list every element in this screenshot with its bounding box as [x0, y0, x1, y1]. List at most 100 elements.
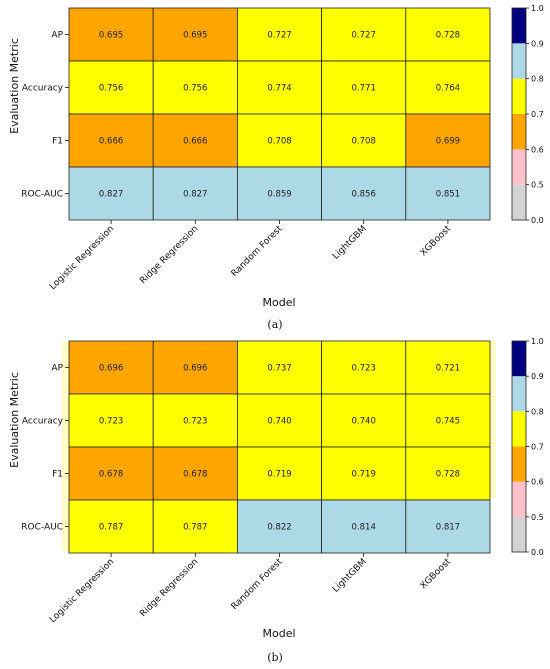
- heatmap-cell: [152, 393, 238, 448]
- x-tick-label: LightGBM: [331, 557, 369, 595]
- cell-value-label: 0.727: [267, 31, 291, 41]
- cell-value-label: 0.666: [183, 137, 207, 147]
- cell-value-label: 0.774: [267, 84, 291, 94]
- colorbar-tick-label: 0.9: [531, 39, 544, 48]
- cell-value-label: 0.708: [267, 137, 291, 147]
- cell-value-label: 0.723: [99, 417, 123, 427]
- x-tick-label: Ridge Regression: [138, 557, 200, 619]
- heatmap-panel-b: 0.696 0.696 0.737 0.723 0.721 0.723 0.723 0.740…: [8, 337, 544, 664]
- colorbar-tick-label: 0.6: [531, 478, 544, 487]
- heatmap-cell: [152, 166, 238, 221]
- heatmap-cell: [68, 393, 154, 448]
- x-tick-label: Random Forest: [230, 557, 285, 612]
- heatmap-cell: [405, 499, 491, 554]
- colorbar-segment: [512, 78, 526, 114]
- cell-value-label: 0.817: [436, 523, 460, 533]
- colorbar-tick-label: 0.6: [531, 145, 544, 154]
- cell-value-label: 0.764: [436, 84, 460, 94]
- x-axis-label: Model: [262, 627, 295, 640]
- colorbar-tick-label: 0.0: [531, 216, 544, 225]
- heatmap-cell: [321, 393, 407, 448]
- cell-value-label: 0.771: [352, 84, 376, 94]
- colorbar-segment: [512, 8, 526, 44]
- cell-value-label: 0.695: [99, 31, 123, 41]
- y-tick-labels: AP Accuracy F1 ROC-AUC: [21, 364, 69, 533]
- colorbar-segment: [512, 376, 526, 412]
- cell-value-label: 0.814: [352, 523, 376, 533]
- colorbar-segment: [512, 149, 526, 185]
- heatmap-cell: [321, 499, 407, 554]
- cell-value-label: 0.678: [99, 470, 123, 480]
- x-axis-label: Model: [262, 296, 295, 309]
- x-tick-label: Logistic Regression: [48, 224, 116, 292]
- x-tick-label: Random Forest: [230, 224, 285, 279]
- heatmap-cell: [321, 340, 407, 395]
- y-tick-label: ROC-AUC: [21, 190, 63, 200]
- colorbar-tick-label: 1.0: [531, 337, 544, 346]
- y-tick-labels: AP Accuracy F1 ROC-AUC: [21, 31, 69, 200]
- colorbar: 0.0 0.5 0.6 0.7 0.8 0.9 1.0: [511, 4, 544, 225]
- heatmap-cell: [405, 446, 491, 501]
- cell-value-label: 0.696: [183, 364, 207, 374]
- cell-value-label: 0.723: [352, 364, 376, 374]
- y-tick-label: Accuracy: [22, 84, 64, 94]
- cell-value-label: 0.678: [183, 470, 207, 480]
- heatmap-cell: [236, 166, 322, 221]
- colorbar-segment: [512, 516, 526, 552]
- y-tick-label: ROC-AUC: [21, 523, 63, 533]
- colorbar-tick-label: 0.0: [531, 548, 544, 557]
- colorbar-segment: [512, 43, 526, 79]
- panel-label: (a): [267, 318, 282, 331]
- heatmap-cell: [152, 499, 238, 554]
- y-tick-label: F1: [52, 137, 63, 147]
- heatmap-cell: [405, 113, 491, 168]
- colorbar-tick-label: 0.9: [531, 372, 544, 381]
- cell-value-label: 0.827: [183, 190, 207, 200]
- cell-value-label: 0.859: [267, 190, 291, 200]
- cell-value-label: 0.851: [436, 190, 460, 200]
- heatmap-cells: 0.695 0.695 0.727 0.727 0.728 0.756 0.756 0.774…: [68, 7, 491, 221]
- y-axis-label: Evaluation Metric: [8, 372, 21, 468]
- cell-value-label: 0.719: [352, 470, 376, 480]
- heatmap-cells: 0.696 0.696 0.737 0.723 0.721 0.723 0.723 0.740…: [68, 340, 491, 554]
- colorbar-segment: [512, 114, 526, 150]
- cell-value-label: 0.699: [436, 137, 460, 147]
- cell-value-label: 0.737: [267, 364, 291, 374]
- heatmap-cell: [152, 446, 238, 501]
- colorbar-tick-label: 0.8: [531, 75, 544, 84]
- colorbar-segment: [512, 481, 526, 517]
- x-tick-label: XGBoost: [419, 224, 454, 259]
- x-tick-label: Ridge Regression: [138, 224, 200, 286]
- y-tick-label: AP: [51, 364, 63, 374]
- cell-value-label: 0.827: [99, 190, 123, 200]
- cell-value-label: 0.756: [183, 84, 207, 94]
- cell-value-label: 0.822: [267, 523, 291, 533]
- colorbar-tick-label: 0.8: [531, 407, 544, 416]
- cell-value-label: 0.740: [352, 417, 376, 427]
- x-tick-label: Logistic Regression: [48, 557, 116, 625]
- heatmap-cell: [236, 60, 322, 115]
- cell-value-label: 0.695: [183, 31, 207, 41]
- heatmap-cell: [236, 446, 322, 501]
- cell-value-label: 0.708: [352, 137, 376, 147]
- y-tick-label: Accuracy: [22, 417, 64, 427]
- cell-value-label: 0.727: [352, 31, 376, 41]
- heatmap-cell: [152, 7, 238, 62]
- y-tick-label: AP: [51, 31, 63, 41]
- cell-value-label: 0.666: [99, 137, 123, 147]
- heatmap-cell: [321, 7, 407, 62]
- colorbar-segment: [512, 184, 526, 220]
- x-tick-label: XGBoost: [419, 557, 454, 592]
- y-tick-label: F1: [52, 470, 63, 480]
- colorbar-segment: [512, 411, 526, 447]
- heatmap-cell: [321, 166, 407, 221]
- colorbar-tick-label: 0.7: [531, 110, 544, 119]
- heatmap-cell: [405, 166, 491, 221]
- colorbar-segment: [512, 341, 526, 377]
- cell-value-label: 0.721: [436, 364, 460, 374]
- colorbar-tick-label: 0.7: [531, 443, 544, 452]
- heatmap-cell: [68, 7, 154, 62]
- heatmap-cell: [405, 60, 491, 115]
- colorbar-tick-label: 1.0: [531, 4, 544, 13]
